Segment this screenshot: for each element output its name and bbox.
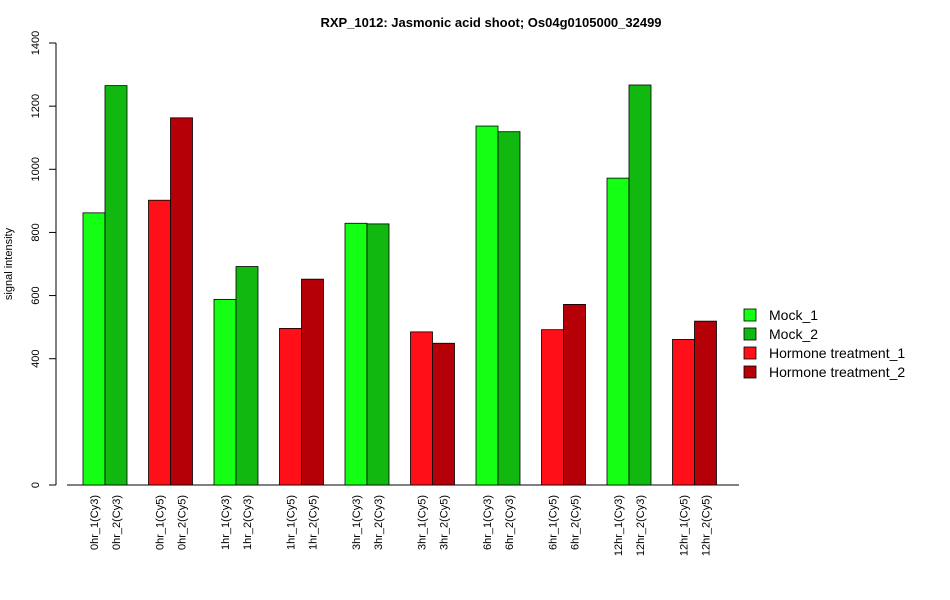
y-tick-label: 800 [30,223,42,241]
x-tick-label: 12hr_2(Cy3) [635,495,647,556]
bar [410,331,433,486]
x-tick-label: 6hr_2(Cy5) [570,495,582,550]
legend-swatch [743,308,757,322]
x-tick-label: 6hr_1(Cy3) [482,495,494,550]
y-tick-label: 400 [30,350,42,368]
bar [301,278,324,486]
x-tick-label: 12hr_2(Cy5) [701,495,713,556]
bar [475,125,499,486]
legend-swatch [743,365,757,379]
bar [104,85,128,486]
y-tick-label: 1200 [30,94,42,118]
bar [344,222,368,486]
x-tick-label: 3hr_2(Cy3) [373,495,385,550]
x-tick-label: 3hr_1(Cy3) [351,495,363,550]
bar [170,117,193,486]
bar [606,177,630,486]
x-tick-label: 12hr_1(Cy3) [613,495,625,556]
bar [279,328,302,486]
x-tick-label: 0hr_1(Cy3) [89,495,101,550]
y-axis-label: signal intensity [3,227,15,300]
legend-swatch [743,346,757,360]
x-tick-labels: 0hr_1(Cy3) 0hr_2(Cy3) 0hr_1(Cy5) 0hr_2(Cy5)… [89,495,713,556]
x-tick-label: 1hr_2(Cy3) [242,495,254,550]
legend-label: Hormone treatment_1 [769,345,905,361]
x-tick-label: 6hr_1(Cy5) [548,495,560,550]
bar [213,298,237,486]
bar [235,266,259,486]
legend-swatch [743,327,757,341]
x-tick-label: 12hr_1(Cy5) [679,495,691,556]
bar [148,199,171,486]
y-tick-label: 0 [30,482,42,488]
x-tick-label: 1hr_1(Cy3) [220,495,232,550]
y-axis: 0 400 600 800 1000 1200 1400 [30,31,739,488]
bar [628,84,652,486]
legend: Mock_1 Mock_2 Hormone treatment_1 Hormone t… [743,307,905,380]
bar [694,320,717,486]
bar [82,212,106,486]
y-tick-label: 600 [30,286,42,304]
x-tick-label: 0hr_2(Cy3) [111,495,123,550]
legend-label: Mock_2 [769,326,818,342]
bar [432,342,455,486]
y-tick-label: 1000 [30,157,42,181]
bar [366,223,390,486]
x-tick-label: 3hr_2(Cy5) [439,495,451,550]
x-tick-label: 3hr_1(Cy5) [417,495,429,550]
x-tick-label: 6hr_2(Cy3) [504,495,516,550]
x-tick-label: 1hr_1(Cy5) [286,495,298,550]
bar [497,131,521,486]
chart-title: RXP_1012: Jasmonic acid shoot; Os04g0105… [320,15,661,30]
bars [82,84,717,486]
bar [672,339,695,486]
x-tick-label: 0hr_2(Cy5) [177,495,189,550]
x-tick-label: 0hr_1(Cy5) [155,495,167,550]
bar [563,304,586,486]
x-tick-label: 1hr_2(Cy5) [308,495,320,550]
bar [541,329,564,486]
legend-label: Mock_1 [769,307,818,323]
legend-label: Hormone treatment_2 [769,364,905,380]
y-tick-label: 1400 [30,31,42,55]
